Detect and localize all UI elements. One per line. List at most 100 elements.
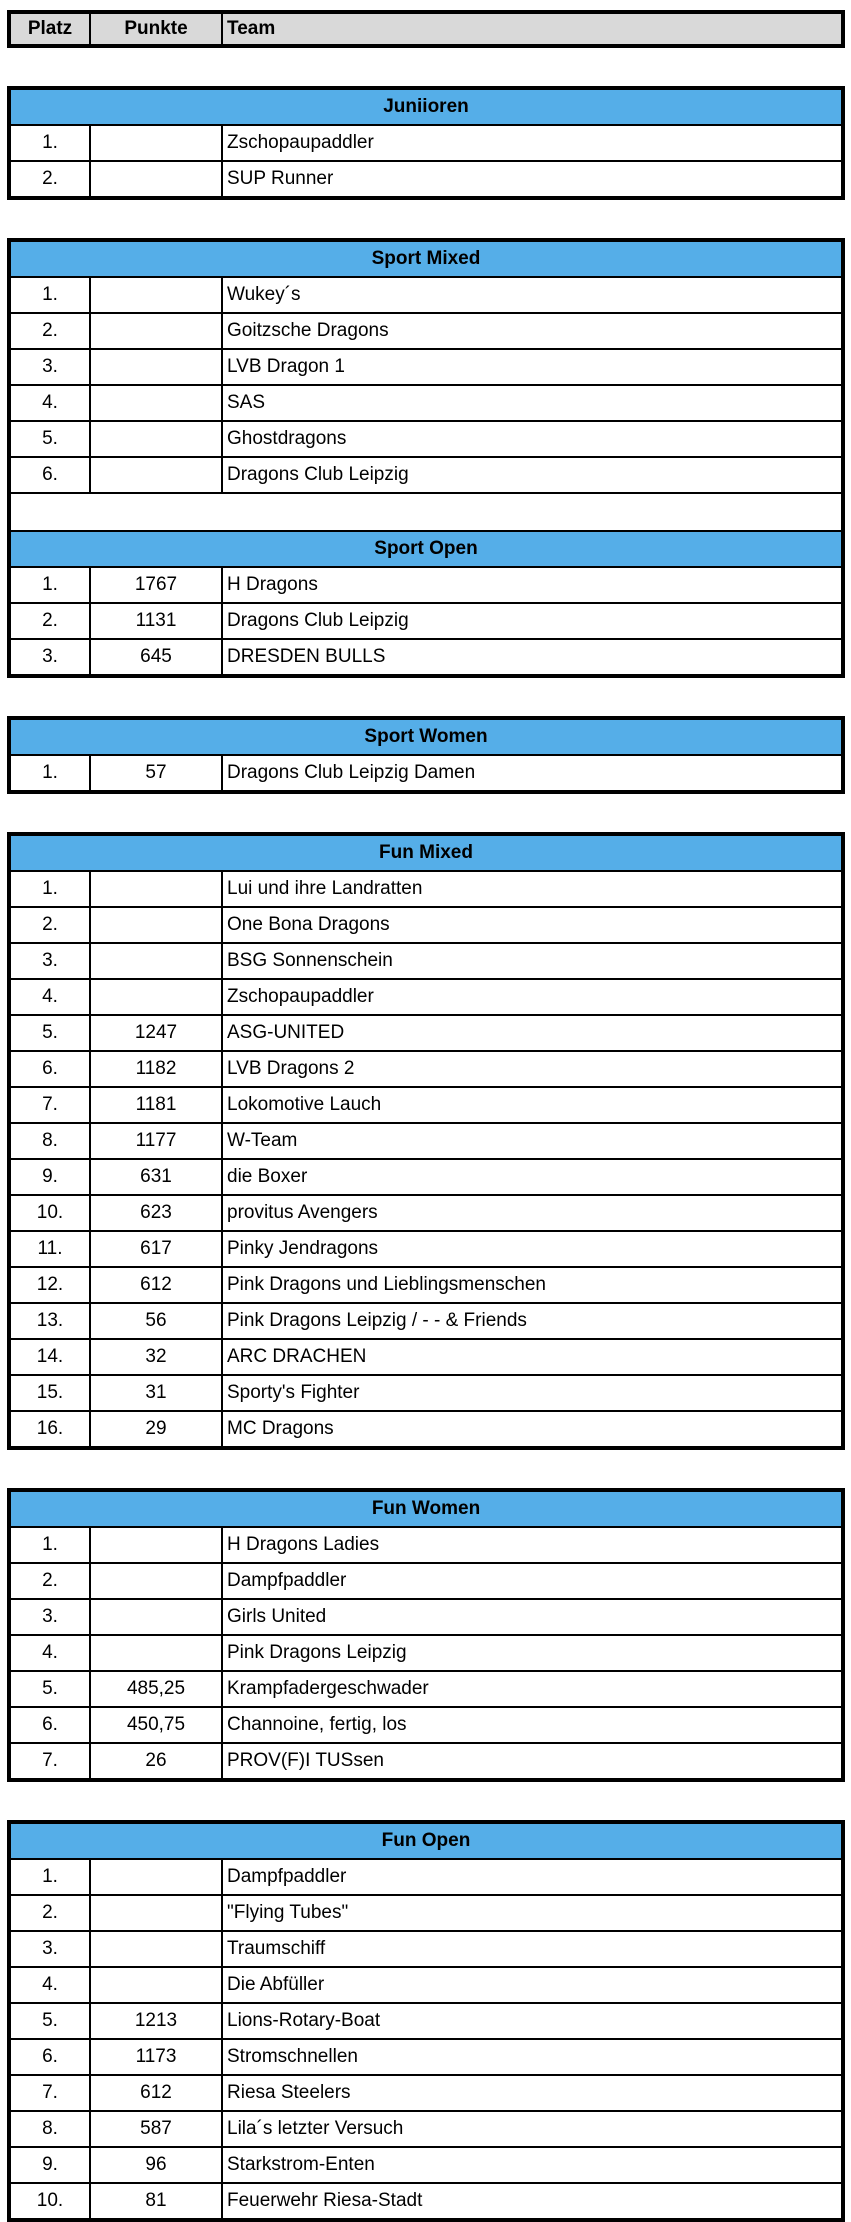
team-cell: Dampfpaddler xyxy=(227,1570,347,1591)
table-row: 1. 57 Dragons Club Leipzig Damen xyxy=(11,754,841,790)
team-cell: W-Team xyxy=(227,1130,298,1151)
rank-cell: 5. xyxy=(11,422,91,456)
sections-container: Juniioren 1. Zschopaupaddler 2. SUP Runner Sp… xyxy=(7,48,845,2222)
points-cell: 31 xyxy=(91,1376,223,1410)
rank-cell: 6. xyxy=(11,1708,91,1742)
results-sheet: Platz Punkte Team Juniioren 1. Zschopaupad… xyxy=(7,10,845,2222)
points-cell: 81 xyxy=(91,2184,223,2218)
points-cell: 26 xyxy=(91,1744,223,1778)
points-cell: 1767 xyxy=(91,568,223,602)
table-row: 15. 31 Sporty's Fighter xyxy=(11,1374,841,1410)
table-row: 2. Goitzsche Dragons xyxy=(11,312,841,348)
points-cell xyxy=(91,980,223,1014)
rank-cell: 8. xyxy=(11,1124,91,1158)
points-cell xyxy=(91,1600,223,1634)
rank-cell: 4. xyxy=(11,1968,91,2002)
rank-cell: 9. xyxy=(11,2148,91,2182)
table-row: 2. One Bona Dragons xyxy=(11,906,841,942)
points-cell xyxy=(91,458,223,492)
table-row: 2. 1131 Dragons Club Leipzig xyxy=(11,602,841,638)
team-cell: BSG Sonnenschein xyxy=(227,950,393,971)
team-cell: Goitzsche Dragons xyxy=(227,320,389,341)
rank-cell: 3. xyxy=(11,1600,91,1634)
section-sport-mixed: Sport Mixed 1. Wukey´s 2. Goitzsche Dragons 3… xyxy=(7,238,845,494)
team-cell: Sporty's Fighter xyxy=(227,1382,360,1403)
team-cell: H Dragons xyxy=(227,574,318,595)
team-cell: DRESDEN BULLS xyxy=(227,646,386,667)
table-row: 6. Dragons Club Leipzig xyxy=(11,456,841,492)
team-cell: Dampfpaddler xyxy=(227,1866,347,1887)
table-row: 1. H Dragons Ladies xyxy=(11,1526,841,1562)
rank-cell: 8. xyxy=(11,2112,91,2146)
rank-cell: 4. xyxy=(11,980,91,1014)
table-row: 2. Dampfpaddler xyxy=(11,1562,841,1598)
table-row: 2. "Flying Tubes" xyxy=(11,1894,841,1930)
points-cell xyxy=(91,422,223,456)
table-row: 7. 26 PROV(F)I TUSsen xyxy=(11,1742,841,1778)
table-row: 14. 32 ARC DRACHEN xyxy=(11,1338,841,1374)
section-juniioren: Juniioren 1. Zschopaupaddler 2. SUP Runner xyxy=(7,86,845,200)
team-cell: die Boxer xyxy=(227,1166,308,1187)
points-cell xyxy=(91,872,223,906)
points-cell: 617 xyxy=(91,1232,223,1266)
points-cell: 612 xyxy=(91,1268,223,1302)
rank-cell: 1. xyxy=(11,1860,91,1894)
rank-cell: 1. xyxy=(11,872,91,906)
points-cell: 623 xyxy=(91,1196,223,1230)
team-cell: Channoine, fertig, los xyxy=(227,1714,407,1735)
table-row: 3. Traumschiff xyxy=(11,1930,841,1966)
points-cell: 1213 xyxy=(91,2004,223,2038)
points-cell: 450,75 xyxy=(91,1708,223,1742)
team-cell: Dragons Club Leipzig xyxy=(227,464,409,485)
rank-cell: 11. xyxy=(11,1232,91,1266)
table-row: 1. Zschopaupaddler xyxy=(11,124,841,160)
points-cell: 587 xyxy=(91,2112,223,2146)
header-platz: Platz xyxy=(11,14,91,44)
team-cell: provitus Avengers xyxy=(227,1202,378,1223)
rank-cell: 6. xyxy=(11,458,91,492)
team-cell: Girls United xyxy=(227,1606,327,1627)
section-fun-mixed: Fun Mixed 1. Lui und ihre Landratten 2. One … xyxy=(7,832,845,1450)
points-cell xyxy=(91,350,223,384)
rank-cell: 3. xyxy=(11,640,91,674)
rank-cell: 1. xyxy=(11,278,91,312)
team-cell: Zschopaupaddler xyxy=(227,132,374,153)
points-cell xyxy=(91,1564,223,1598)
team-cell: ASG-UNITED xyxy=(227,1022,345,1043)
team-cell: Pink Dragons Leipzig / - - & Friends xyxy=(227,1310,527,1331)
points-cell xyxy=(91,944,223,978)
table-row: 8. 1177 W-Team xyxy=(11,1122,841,1158)
points-cell: 612 xyxy=(91,2076,223,2110)
points-cell: 1181 xyxy=(91,1088,223,1122)
team-cell: "Flying Tubes" xyxy=(227,1902,349,1923)
header-punkte: Punkte xyxy=(91,14,223,44)
rank-cell: 5. xyxy=(11,1016,91,1050)
team-cell: Pinky Jendragons xyxy=(227,1238,379,1259)
table-row: 12. 612 Pink Dragons und Lieblingsmenschen xyxy=(11,1266,841,1302)
section-title: Sport Mixed xyxy=(11,242,841,276)
points-cell: 645 xyxy=(91,640,223,674)
points-cell: 29 xyxy=(91,1412,223,1446)
team-cell: Die Abfüller xyxy=(227,1974,325,1995)
section-sport-women: Sport Women 1. 57 Dragons Club Leipzig Dame… xyxy=(7,716,845,794)
team-cell: Pink Dragons Leipzig xyxy=(227,1642,407,1663)
team-cell: Lokomotive Lauch xyxy=(227,1094,382,1115)
team-cell: Dragons Club Leipzig Damen xyxy=(227,762,476,783)
rank-cell: 2. xyxy=(11,908,91,942)
section-title: Juniioren xyxy=(11,90,841,124)
section-title: Fun Women xyxy=(11,1492,841,1526)
rank-cell: 5. xyxy=(11,1672,91,1706)
table-row: 5. 1213 Lions-Rotary-Boat xyxy=(11,2002,841,2038)
rank-cell: 14. xyxy=(11,1340,91,1374)
table-row: 5. 485,25 Krampfadergeschwader xyxy=(11,1670,841,1706)
table-row: 1. 1767 H Dragons xyxy=(11,566,841,602)
points-cell: 631 xyxy=(91,1160,223,1194)
rank-cell: 2. xyxy=(11,1564,91,1598)
table-row: 6. 450,75 Channoine, fertig, los xyxy=(11,1706,841,1742)
section-title: Sport Open xyxy=(11,532,841,566)
team-cell: SUP Runner xyxy=(227,168,334,189)
rank-cell: 7. xyxy=(11,2076,91,2110)
table-row: 13. 56 Pink Dragons Leipzig / - - & Friend… xyxy=(11,1302,841,1338)
points-cell: 1247 xyxy=(91,1016,223,1050)
team-cell: ARC DRACHEN xyxy=(227,1346,367,1367)
